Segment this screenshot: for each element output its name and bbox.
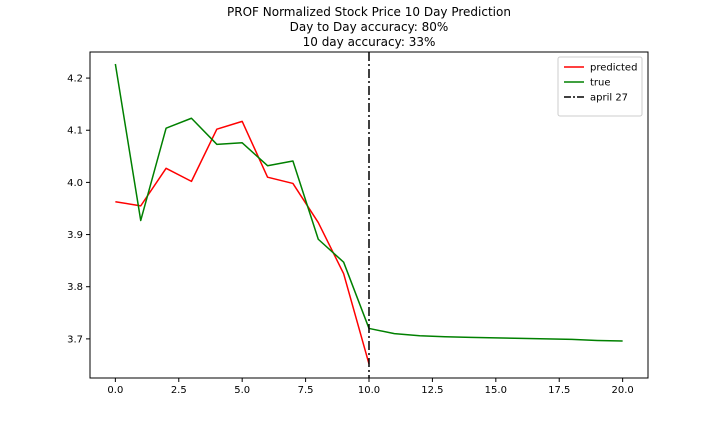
x-tick-label: 17.5 [548, 385, 570, 396]
x-tick-label: 0.0 [107, 385, 123, 396]
series-line-predicted [115, 120, 370, 365]
chart-title-line-3: 10 day accuracy: 33% [303, 35, 436, 49]
x-tick-label: 15.0 [485, 385, 507, 396]
x-tick-label: 2.5 [171, 385, 187, 396]
x-axis: 0.0 2.5 5.0 7.5 10.0 12.5 15.0 17.5 20.0 [107, 378, 634, 396]
legend-label-true: true [590, 78, 611, 89]
x-tick-label: 5.0 [234, 385, 250, 396]
y-tick-label: 4.0 [67, 178, 83, 189]
y-tick-label: 4.2 [67, 74, 83, 85]
x-tick-label: 7.5 [298, 385, 314, 396]
legend: predicted true april 27 [557, 56, 643, 117]
legend-label-april-27: april 27 [590, 93, 628, 104]
plot-data [114, 52, 623, 378]
x-tick-label: 10.0 [358, 385, 380, 396]
x-tick-label: 12.5 [421, 385, 443, 396]
y-tick-label: 3.7 [67, 334, 83, 345]
x-tick-label: 20.0 [612, 385, 634, 396]
chart-title: PROF Normalized Stock Price 10 Day Predi… [227, 5, 511, 49]
legend-box [557, 56, 643, 117]
y-axis: 3.7 3.8 3.9 4.0 4.1 4.2 [67, 74, 90, 345]
y-tick-label: 4.1 [67, 126, 83, 137]
y-tick-label: 3.9 [67, 230, 83, 241]
legend-label-predicted: predicted [590, 63, 637, 74]
chart-title-line-2: Day to Day accuracy: 80% [290, 20, 449, 34]
y-tick-label: 3.8 [67, 282, 83, 293]
chart-title-line-1: PROF Normalized Stock Price 10 Day Predi… [227, 5, 511, 19]
